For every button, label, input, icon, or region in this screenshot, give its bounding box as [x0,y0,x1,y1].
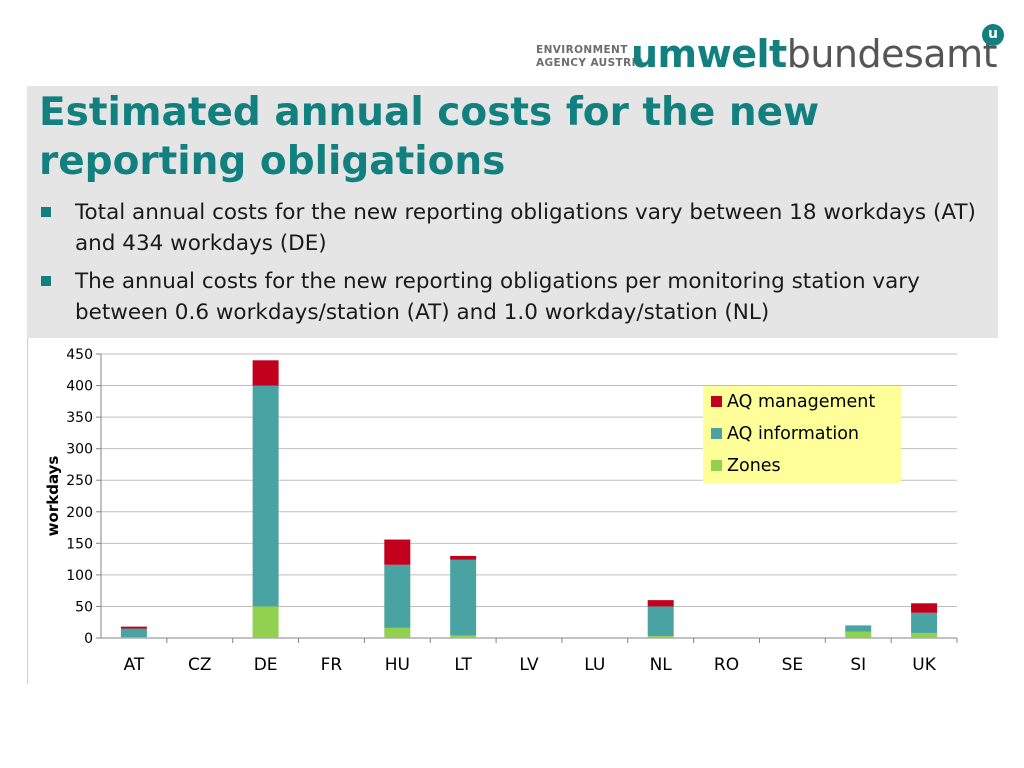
logo-word-part-2: bundesamt [786,32,998,76]
y-axis-title: workdays [44,456,62,537]
x-category-label: LV [519,655,539,675]
legend-swatch [711,396,722,407]
x-category-label: CZ [188,655,212,675]
y-tick-label: 450 [66,347,93,363]
x-category-label: FR [321,655,343,675]
slide-title: Estimated annual costs for the new repor… [39,90,820,184]
bar-segment-aq-information [911,612,938,633]
logo-line-1: ENVIRONMENT [536,44,628,56]
logo-badge-icon: u [982,24,1004,46]
bar-segment-zones [845,631,872,638]
bar-segment-aq-information [252,385,279,607]
y-tick-label: 250 [66,473,93,489]
x-category-label: DE [254,655,278,675]
y-tick-label: 100 [66,568,93,584]
chart-frame: 0 50 100 150 200 250 300 350 400 450 workdays AT CZ D… [27,338,999,684]
y-tick-label: 200 [66,505,93,521]
legend-label: AQ information [727,424,859,444]
bullet-item: The annual costs for the new reporting o… [40,266,990,328]
bullet-text: Total annual costs for the new reporting… [75,200,976,256]
bar-segment-zones [384,627,411,638]
x-category-label: HU [385,655,410,675]
logo-line-2: AGENCY AUSTRIA [536,57,645,69]
bar-segment-aq-management [450,555,477,560]
legend-label: AQ management [727,392,875,412]
y-tick-label: 300 [66,442,93,458]
bar-segment-zones [450,635,477,638]
x-category-label: AT [124,655,145,675]
y-tick-label: 0 [84,631,93,647]
x-category-label: SE [782,655,804,675]
legend-label: Zones [727,456,781,476]
bar-segment-aq-information [120,628,147,638]
bar-segment-zones [647,636,674,638]
logo-wordmark: umweltbundesamt [631,32,998,76]
bullet-item: Total annual costs for the new reporting… [40,197,990,259]
bar-segment-aq-information [384,564,411,628]
bullet-square-icon [41,207,51,217]
bar-segment-aq-information [845,625,872,632]
bar-segment-aq-information [450,559,477,636]
x-category-label: LU [584,655,605,675]
x-category-label: LT [454,655,472,675]
header-panel [27,86,998,338]
legend-swatch [711,428,722,439]
logo-word-part-1: umwelt [631,32,787,76]
x-category-label: RO [714,655,739,675]
x-category-label: UK [912,655,936,675]
bar-segment-aq-management [120,626,147,629]
y-tick-label: 400 [66,379,93,395]
bar-segment-aq-management [911,603,938,613]
bar-segment-aq-information [647,606,674,637]
bullet-text: The annual costs for the new reporting o… [75,269,920,325]
x-category-label: SI [850,655,866,675]
bar-segment-zones [120,637,147,638]
stacked-bar-chart: 0 50 100 150 200 250 300 350 400 450 workdays AT CZ D… [44,347,958,675]
bar-segment-aq-management [647,600,674,607]
x-category-label: NL [650,655,673,675]
bar-segment-zones [252,606,279,638]
bar-segment-zones [911,632,938,638]
bullet-list: Total annual costs for the new reporting… [40,197,990,335]
legend-swatch [711,460,722,471]
y-tick-label: 150 [66,536,93,552]
y-tick-label: 50 [75,599,93,615]
bullet-square-icon [41,276,51,286]
umweltbundesamt-logo: ENVIRONMENT AGENCY AUSTRIA umweltbundesa… [524,24,1004,76]
bar-segment-aq-management [384,539,411,565]
chart-legend [703,386,901,483]
bar-segment-aq-management [252,360,279,386]
y-tick-label: 350 [66,410,93,426]
